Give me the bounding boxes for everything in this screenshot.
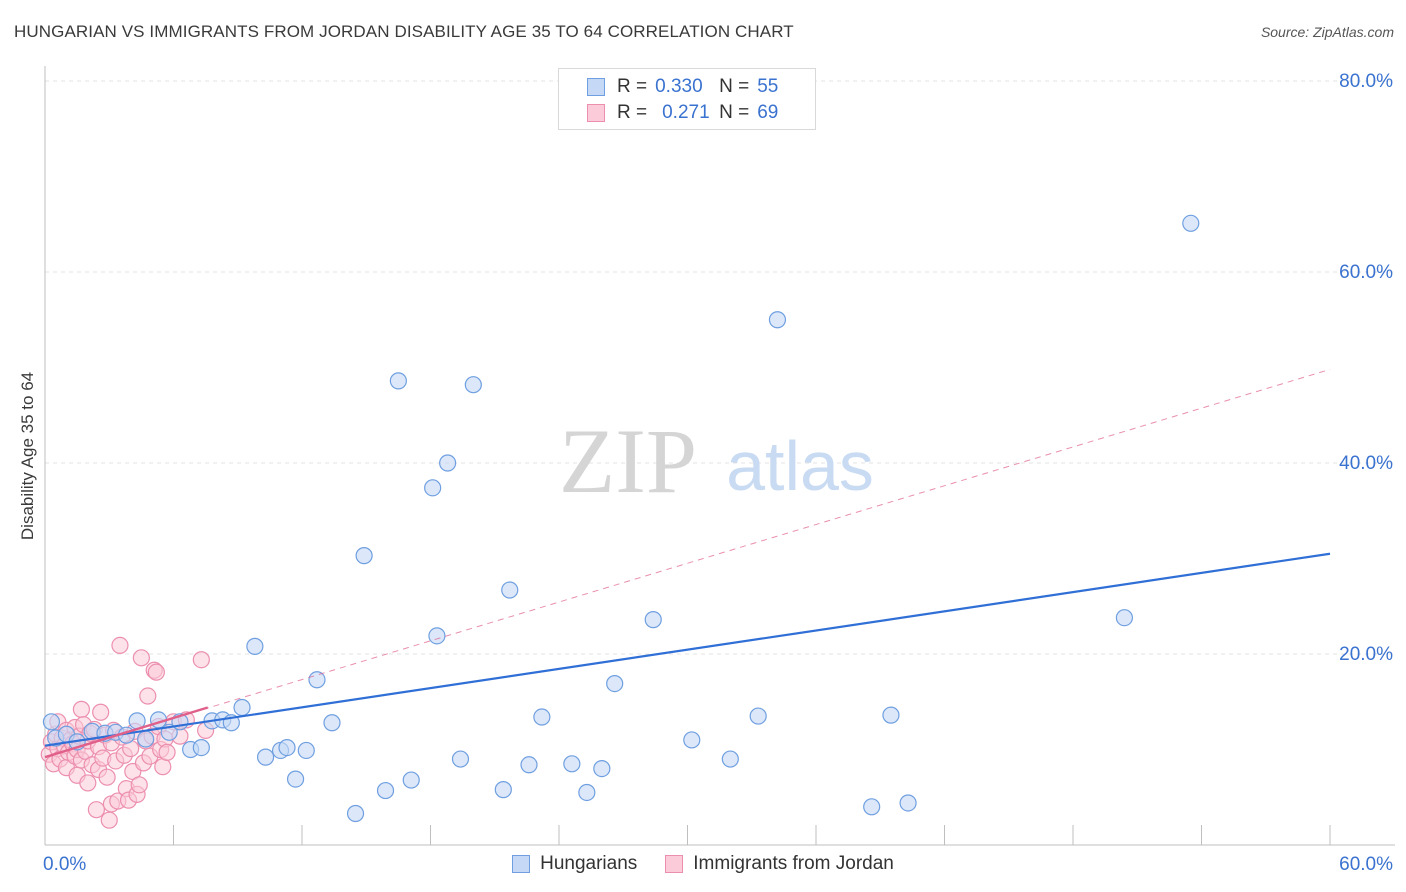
data-point-hungarians xyxy=(644,611,662,629)
tick-labels: 80.0% 60.0% 40.0% 20.0% 0.0% 60.0% xyxy=(43,71,1393,875)
data-point-hungarians xyxy=(192,738,210,757)
data-point-hungarians xyxy=(439,454,457,472)
trend-line-jordan-extended xyxy=(44,368,1331,758)
data-point-hungarians xyxy=(520,756,538,774)
data-point-hungarians xyxy=(768,311,787,329)
data-point-hungarians xyxy=(402,771,420,789)
n-label: N = xyxy=(719,102,750,123)
data-point-hungarians xyxy=(578,783,596,802)
legend-row-jordan: R = 0.271 N = 69 xyxy=(587,101,778,125)
data-point-hungarians xyxy=(355,547,373,565)
legend-row-hungarians: R = 0.330 N = 55 xyxy=(587,75,778,99)
data-point-jordan xyxy=(92,703,110,721)
x-tick-label: 60.0% xyxy=(1339,854,1393,875)
data-point-hungarians xyxy=(428,627,446,645)
axes xyxy=(44,66,1395,846)
y-tick-label: 60.0% xyxy=(1339,262,1393,283)
data-point-jordan xyxy=(130,776,148,794)
data-point-hungarians xyxy=(533,708,551,726)
blue-swatch-icon xyxy=(587,78,605,96)
data-point-jordan xyxy=(154,758,172,776)
data-point-hungarians xyxy=(899,794,917,812)
x-tick-label: 0.0% xyxy=(43,854,86,875)
series-hungarians-points xyxy=(42,214,1200,823)
data-point-hungarians xyxy=(42,713,61,731)
series-legend: Hungarians Immigrants from Jordan xyxy=(0,852,1406,876)
watermark: ZIP atlas xyxy=(559,410,874,512)
data-point-hungarians xyxy=(882,706,900,724)
data-point-hungarians xyxy=(256,748,275,766)
data-point-hungarians xyxy=(494,781,512,799)
data-point-hungarians xyxy=(749,707,767,725)
trend-lines xyxy=(44,368,1331,759)
n-label: N = xyxy=(719,76,750,97)
y-tick-label: 80.0% xyxy=(1339,71,1393,92)
data-point-hungarians xyxy=(863,798,881,816)
data-point-jordan xyxy=(132,649,150,667)
data-point-jordan xyxy=(72,700,91,718)
y-tick-label: 40.0% xyxy=(1339,453,1393,474)
data-point-jordan xyxy=(111,636,129,655)
pink-swatch-icon xyxy=(587,104,605,122)
source-label: Source: ZipAtlas.com xyxy=(1260,24,1394,40)
y-tick-label: 20.0% xyxy=(1339,644,1393,665)
data-point-hungarians xyxy=(286,770,305,788)
data-point-hungarians xyxy=(606,675,624,693)
data-point-jordan xyxy=(100,811,118,829)
data-point-jordan xyxy=(98,768,116,786)
data-point-hungarians xyxy=(323,714,341,732)
r-value: 0.271 xyxy=(662,102,710,123)
data-point-hungarians xyxy=(683,731,701,749)
data-point-jordan xyxy=(192,651,210,669)
data-point-jordan xyxy=(158,743,176,761)
data-point-hungarians xyxy=(1182,214,1200,232)
data-point-hungarians xyxy=(451,750,470,768)
data-point-hungarians xyxy=(563,755,581,773)
legend-label: Hungarians xyxy=(540,853,638,874)
grid-lines xyxy=(45,80,1395,655)
data-point-hungarians xyxy=(278,738,296,757)
r-value: 0.330 xyxy=(655,76,703,97)
data-point-jordan xyxy=(87,801,106,819)
data-point-hungarians xyxy=(246,637,264,655)
data-point-jordan xyxy=(147,663,165,681)
watermark-atlas: atlas xyxy=(726,427,874,505)
data-point-hungarians xyxy=(376,781,395,800)
data-point-hungarians xyxy=(137,730,155,748)
data-point-hungarians xyxy=(297,741,315,760)
data-point-hungarians xyxy=(501,581,519,599)
data-point-hungarians xyxy=(389,372,407,390)
trend-line-hungarians xyxy=(44,552,1331,747)
n-value: 55 xyxy=(757,76,779,97)
blue-swatch-icon xyxy=(512,855,531,873)
correlation-legend: R = 0.330 N = 55 R = 0.271 N = 69 xyxy=(558,68,816,130)
data-point-jordan xyxy=(139,687,157,705)
data-point-hungarians xyxy=(424,479,442,497)
data-point-hungarians xyxy=(464,376,482,394)
data-point-hungarians xyxy=(1115,609,1134,627)
trend-line-jordan xyxy=(44,706,209,759)
pink-swatch-icon xyxy=(665,855,684,873)
legend-item-hungarians[interactable]: Hungarians xyxy=(512,853,637,875)
data-point-hungarians xyxy=(721,750,739,768)
n-value: 69 xyxy=(757,102,779,123)
data-point-hungarians xyxy=(346,804,365,823)
data-point-hungarians xyxy=(233,698,251,717)
chart-title: HUNGARIAN VS IMMIGRANTS FROM JORDAN DISA… xyxy=(14,22,794,41)
watermark-zip: ZIP xyxy=(559,410,697,512)
r-label: R = xyxy=(617,102,648,123)
legend-label: Immigrants from Jordan xyxy=(693,853,894,874)
legend-item-jordan[interactable]: Immigrants from Jordan xyxy=(665,853,894,875)
data-point-hungarians xyxy=(308,671,326,689)
data-point-jordan xyxy=(79,774,97,792)
data-point-hungarians xyxy=(593,759,611,778)
r-label: R = xyxy=(617,76,648,97)
